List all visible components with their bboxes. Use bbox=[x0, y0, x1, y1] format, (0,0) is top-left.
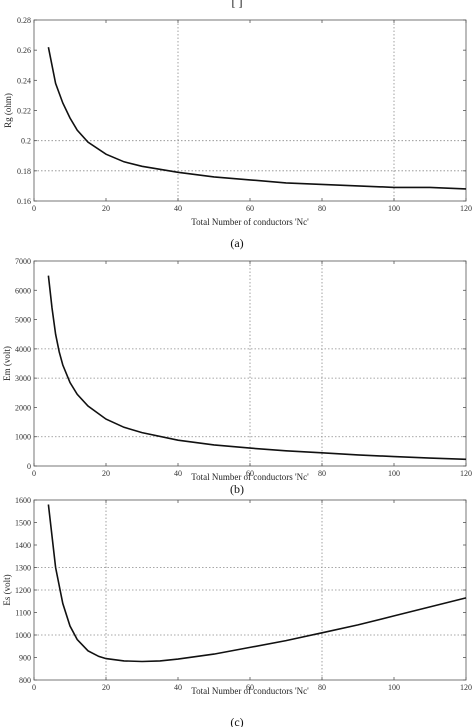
y-axis-label: Rg (ohm) bbox=[3, 93, 13, 128]
x-tick-label: 20 bbox=[102, 204, 110, 213]
series-line-b bbox=[47, 275, 467, 461]
y-tick-label: 7000 bbox=[15, 257, 31, 266]
x-tick-label: 80 bbox=[318, 469, 326, 478]
y-tick-label: 6000 bbox=[15, 286, 31, 295]
x-tick-label: 0 bbox=[32, 469, 36, 478]
y-tick-label: 1000 bbox=[15, 433, 31, 442]
x-axis-label: Total Number of conductors 'Nc' bbox=[191, 217, 309, 227]
x-tick-label: 20 bbox=[102, 469, 110, 478]
y-axis-label: Em (volt) bbox=[2, 346, 12, 381]
caption-b: (b) bbox=[230, 482, 244, 496]
y-tick-label: 0.26 bbox=[17, 46, 31, 55]
chart-panel-b: (b) 0 20 40 60 80 100 120 0 1000 2000 3000 4000 5000… bbox=[2, 257, 472, 496]
x-tick-label: 20 bbox=[102, 683, 110, 692]
y-tick-label: 0.16 bbox=[17, 197, 31, 206]
x-tick-label: 60 bbox=[246, 469, 254, 478]
y-tick-label: 0.22 bbox=[17, 107, 31, 116]
x-axis-label: Total Number of conductors 'Nc' bbox=[191, 472, 309, 482]
x-tick-label: 80 bbox=[318, 683, 326, 692]
x-tick-label: 40 bbox=[174, 469, 182, 478]
x-tick-label: 120 bbox=[460, 204, 472, 213]
series-line-a bbox=[47, 47, 467, 190]
y-tick-label: 1400 bbox=[15, 541, 31, 550]
chart-panel-c: (c) 0 20 40 60 80 100 120 800 900 1000 1100 1200 130… bbox=[2, 496, 472, 727]
x-tick-label: 60 bbox=[246, 683, 254, 692]
x-tick-label: 100 bbox=[388, 469, 400, 478]
y-tick-label: 0 bbox=[27, 462, 31, 471]
x-tick-label: 100 bbox=[388, 204, 400, 213]
y-tick-label: 2000 bbox=[15, 403, 31, 412]
y-tick-label: 800 bbox=[19, 676, 31, 685]
series-line-c bbox=[47, 504, 467, 663]
y-tick-label: 4000 bbox=[15, 345, 31, 354]
y-axis-label: Es (volt) bbox=[2, 574, 12, 605]
y-tick-label: 0.28 bbox=[17, 16, 31, 25]
x-tick-label: 100 bbox=[388, 683, 400, 692]
chart-panel-a: (a) 0 20 40 60 80 100 120 0.16 0.18 0.2 0.22 0.24 0.… bbox=[3, 16, 472, 250]
y-tick-label: 3000 bbox=[15, 374, 31, 383]
y-tick-label: 0.18 bbox=[17, 167, 31, 176]
x-tick-label: 120 bbox=[460, 683, 472, 692]
y-tick-label: 5000 bbox=[15, 316, 31, 325]
x-tick-label: 120 bbox=[460, 469, 472, 478]
x-tick-label: 40 bbox=[174, 204, 182, 213]
y-tick-label: 1600 bbox=[15, 496, 31, 505]
y-tick-label: 1000 bbox=[15, 631, 31, 640]
y-tick-label: 1100 bbox=[15, 609, 31, 618]
y-tick-label: 0.24 bbox=[17, 76, 31, 85]
y-tick-label: 900 bbox=[19, 654, 31, 663]
y-tick-label: 1200 bbox=[15, 586, 31, 595]
caption-c: (c) bbox=[230, 715, 243, 727]
x-tick-label: 40 bbox=[174, 683, 182, 692]
x-tick-label: 0 bbox=[32, 683, 36, 692]
y-tick-label: 0.2 bbox=[21, 137, 31, 146]
plot-frame bbox=[33, 499, 467, 681]
caption-a: (a) bbox=[230, 236, 243, 250]
y-tick-label: 1500 bbox=[15, 519, 31, 528]
x-tick-label: 80 bbox=[318, 204, 326, 213]
plot-frame bbox=[33, 19, 467, 202]
x-tick-label: 60 bbox=[246, 204, 254, 213]
x-axis-label: Total Number of conductors 'Nc' bbox=[191, 686, 309, 696]
y-tick-label: 1300 bbox=[15, 564, 31, 573]
top-clip-text: [ ] bbox=[232, 0, 243, 9]
x-tick-label: 0 bbox=[32, 204, 36, 213]
